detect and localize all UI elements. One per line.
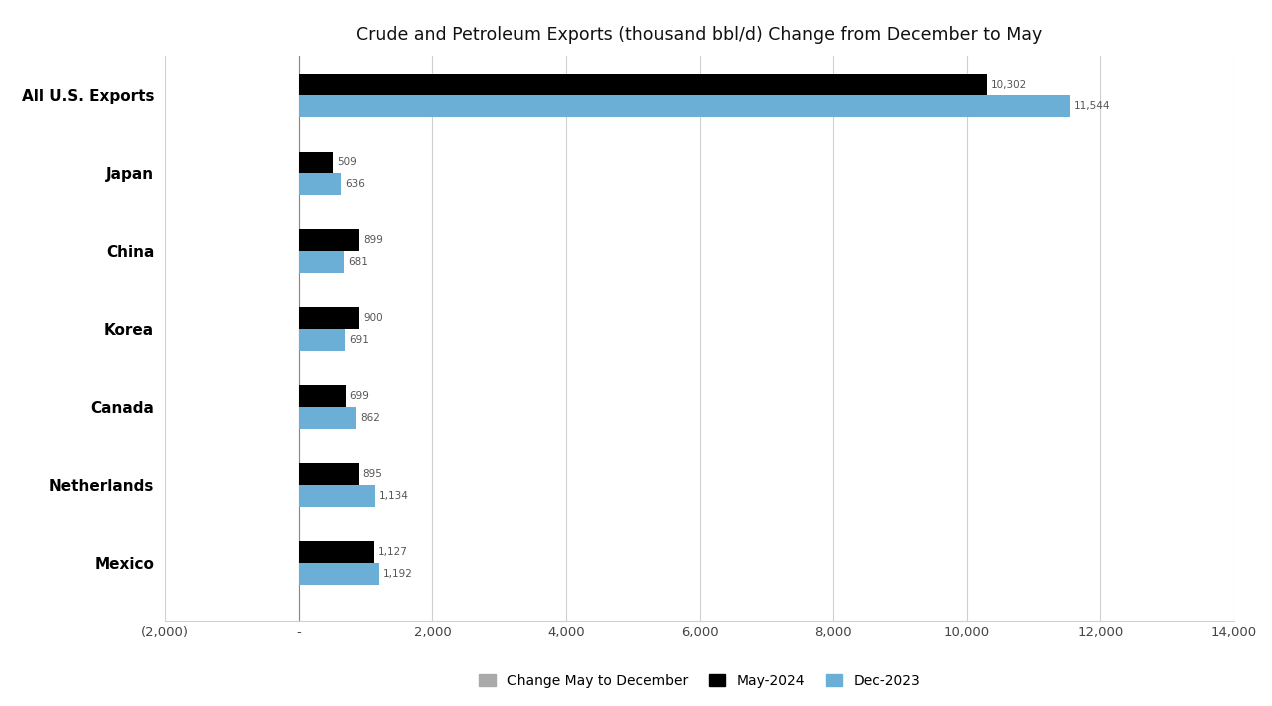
Bar <box>299 95 1070 117</box>
Text: 636: 636 <box>346 179 365 189</box>
Bar <box>299 73 987 95</box>
Text: 681: 681 <box>349 257 369 267</box>
Bar <box>299 229 359 251</box>
Bar <box>299 541 374 563</box>
Text: 899: 899 <box>363 235 383 245</box>
Bar <box>299 329 345 351</box>
Bar <box>299 407 356 429</box>
Bar <box>299 152 333 174</box>
Legend: Change May to December, May-2024, Dec-2023: Change May to December, May-2024, Dec-20… <box>473 669 926 693</box>
Text: 1,127: 1,127 <box>378 547 408 557</box>
Text: 862: 862 <box>360 413 380 423</box>
Text: 1,192: 1,192 <box>383 569 412 579</box>
Bar <box>299 485 375 507</box>
Text: 1,134: 1,134 <box>379 491 408 501</box>
Text: 699: 699 <box>350 391 369 401</box>
Bar <box>299 307 359 329</box>
Text: 509: 509 <box>337 157 356 167</box>
Text: 10,302: 10,302 <box>991 80 1028 90</box>
Bar <box>299 251 345 273</box>
Title: Crude and Petroleum Exports (thousand bbl/d) Change from December to May: Crude and Petroleum Exports (thousand bb… <box>356 26 1043 44</box>
Text: 900: 900 <box>363 313 383 323</box>
Bar <box>299 463 359 485</box>
Bar <box>299 563 379 585</box>
Bar <box>299 174 341 195</box>
Bar <box>299 385 346 407</box>
Text: 11,544: 11,544 <box>1074 102 1110 112</box>
Text: 895: 895 <box>363 469 383 479</box>
Text: 691: 691 <box>349 335 369 345</box>
